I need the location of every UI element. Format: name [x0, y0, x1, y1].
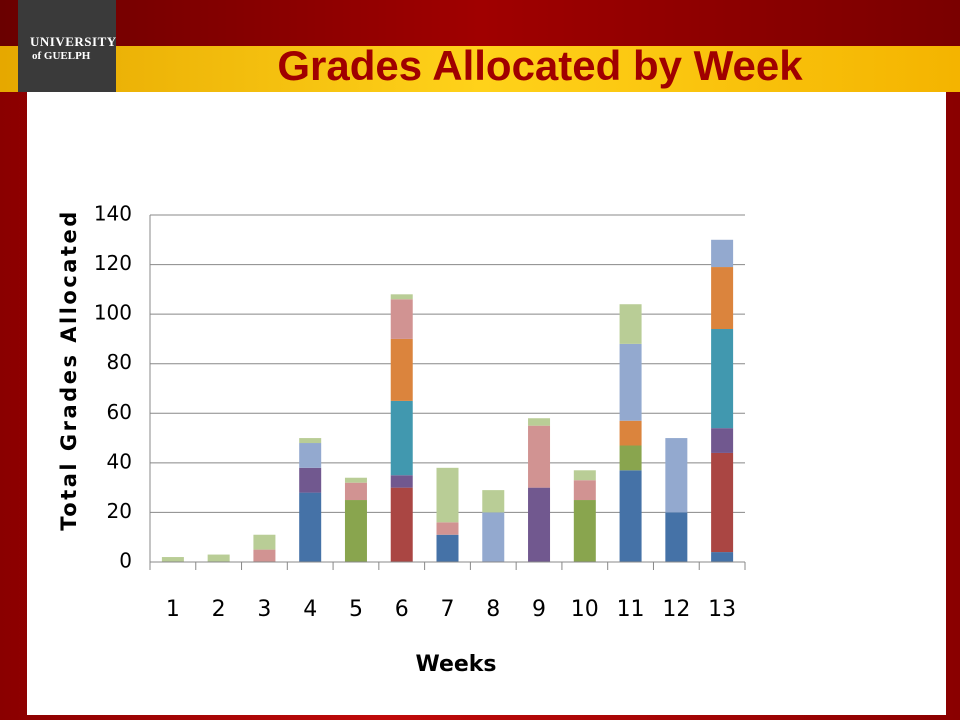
chart-title: Grades Allocated by Week: [277, 42, 803, 89]
bar-segment: [665, 512, 688, 562]
top-band: [0, 0, 960, 46]
bar-segment: [344, 477, 367, 483]
bar-segment: [711, 239, 734, 268]
y-tick-label: 120: [94, 251, 132, 275]
x-tick-label: 3: [257, 597, 271, 622]
x-tick-label: 7: [441, 597, 455, 622]
bar-segment: [390, 299, 413, 339]
bar-segment: [390, 400, 413, 476]
bar-segment: [665, 438, 688, 513]
y-tick-label: 20: [107, 499, 132, 523]
bar-segment: [711, 329, 734, 429]
x-tick-label: 2: [212, 597, 226, 622]
bar-segment: [436, 534, 459, 562]
y-tick-label: 60: [107, 400, 132, 424]
bar-segment: [619, 420, 642, 446]
bar-segment: [711, 428, 734, 453]
bar-segment: [253, 534, 276, 550]
bar-segment: [528, 425, 551, 488]
bar-segment: [253, 549, 276, 562]
x-tick-label: 5: [349, 597, 363, 622]
bar-segment: [161, 557, 184, 562]
bar-segment: [390, 487, 413, 562]
bar-segment: [711, 267, 734, 330]
x-tick-label: 8: [486, 597, 500, 622]
bar-segment: [619, 343, 642, 421]
panel: [27, 92, 946, 715]
bar-segment: [619, 445, 642, 471]
bar-segment: [436, 522, 459, 535]
logo: UNIVERSITY of GUELPH: [18, 0, 116, 92]
x-tick-label: 1: [166, 597, 180, 622]
logo-line: UNIVERSITY: [30, 34, 117, 49]
bar-segment: [619, 304, 642, 344]
bar-segment: [711, 452, 734, 553]
bar-segment: [619, 470, 642, 562]
y-tick-label: 80: [107, 350, 132, 374]
bar-segment: [299, 467, 322, 493]
bar-segment: [528, 418, 551, 426]
bar-segment: [711, 552, 734, 562]
x-tick-label: 10: [571, 597, 599, 622]
x-axis-title: Weeks: [415, 652, 496, 677]
x-tick-label: 4: [303, 597, 317, 622]
x-tick-label: 13: [708, 597, 736, 622]
bar-segment: [344, 482, 367, 501]
bar-segment: [573, 480, 596, 501]
y-tick-label: 100: [94, 301, 132, 325]
bar-segment: [573, 500, 596, 562]
bar-segment: [390, 475, 413, 488]
bar-segment: [390, 294, 413, 300]
bar-segment: [344, 500, 367, 562]
y-tick-label: 0: [119, 549, 132, 573]
x-tick-label: 11: [617, 597, 645, 622]
y-tick-label: 40: [107, 449, 132, 473]
bar-segment: [482, 490, 505, 513]
bar-segment: [299, 492, 322, 562]
x-tick-label: 12: [662, 597, 690, 622]
y-axis-title: Total Grades Allocated: [57, 209, 81, 531]
bar-segment: [207, 554, 230, 562]
bar-segment: [299, 438, 322, 444]
bar-segment: [528, 487, 551, 562]
x-tick-label: 6: [395, 597, 409, 622]
bar-segment: [573, 470, 596, 481]
logo-line: of GUELPH: [32, 50, 91, 62]
x-tick-label: 9: [532, 597, 546, 622]
gold-stripe: [0, 46, 960, 92]
bar-segment: [390, 338, 413, 401]
bar-segment: [299, 443, 322, 468]
bar-segment: [482, 512, 505, 562]
y-tick-label: 140: [94, 202, 132, 226]
bar-segment: [436, 467, 459, 523]
